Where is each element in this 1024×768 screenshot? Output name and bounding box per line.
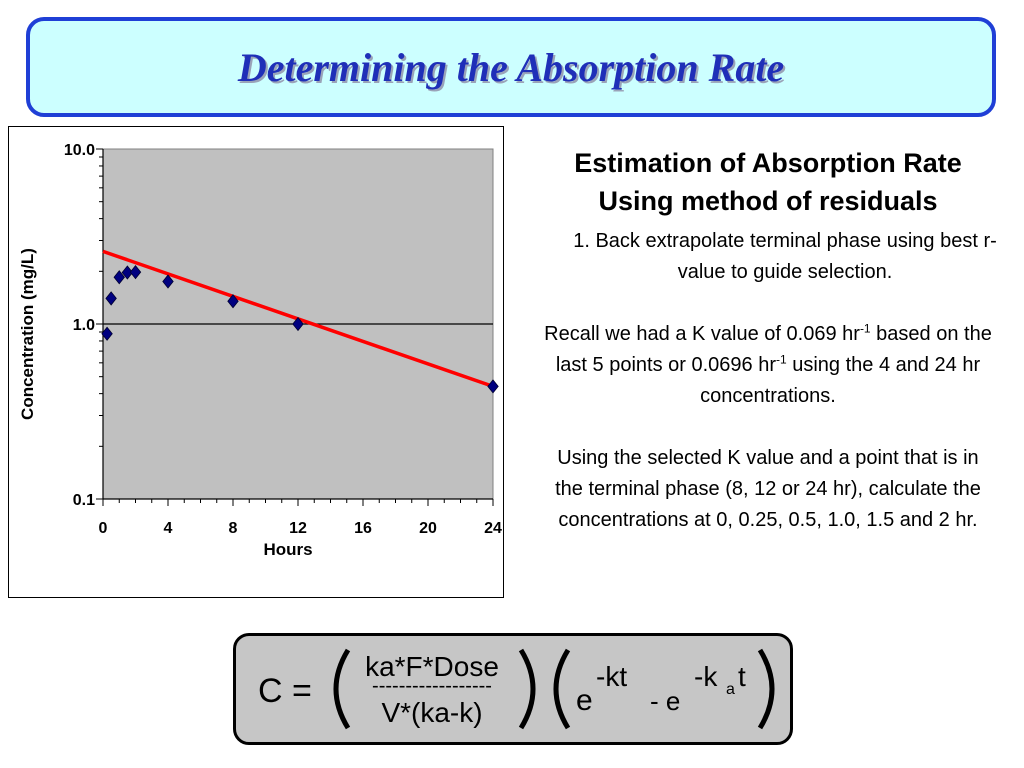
explanation-heading: Estimation of Absorption Rate Using meth… [574,148,962,216]
data-point [227,294,239,309]
recall-part-a: Recall we had a K value of 0.069 hr [544,323,860,345]
data-point [292,316,304,332]
x-tick-label: 4 [164,520,173,537]
using-content: Using the selected K value and a point t… [555,447,981,531]
data-point [129,264,142,280]
step-1-content: 1. Back extrapolate terminal phase using… [573,230,997,283]
x-tick-label: 16 [354,520,372,537]
formula-exp1: -kt [596,661,627,692]
formula-exp2-k: -k [694,661,718,692]
x-tick-label: 24 [484,520,502,537]
explanation-panel: Estimation of Absorption Rate Using meth… [528,144,1008,536]
formula-e1: e [576,684,593,717]
concentration-chart: 10.0 1.0 0.10 4 8 12 16 20 24 Hours Concentration … [18,142,502,559]
recall-part-c: using the 4 and 24 hr concentrations. [700,354,981,407]
right-paren-2 [757,648,775,730]
formula-denominator: V*(ka-k) [381,697,482,728]
recall-part-b: based on the last 5 points or 0.0696 hr [555,323,992,376]
slide-title: Determining the Absorption Rate [237,44,785,90]
formula-exp2-t: t [738,661,746,692]
x-axis-label: Hours [263,540,312,559]
x-tick-label: 0 [99,520,108,537]
data-point [162,274,174,289]
recall-text: Recall we had a K value of 0.069 hr-1 ba… [528,319,1008,412]
formula-exp2-sub: a [726,681,735,698]
chart-frame: 10.0 1.0 0.1 0 4 8 12 16 20 24 Hours Concentration … [8,126,504,598]
using-text: Using the selected K value and a point t… [528,443,1008,536]
formula-minus-e: - e [650,686,680,716]
data-point [101,326,113,341]
data-point [105,291,117,306]
left-paren-2 [553,648,571,730]
y-tick-label: 10.0 [64,142,95,159]
formula-lhs: C = [258,672,312,710]
step-1-text: 1. Back extrapolate terminal phase using… [528,226,1008,288]
data-point [487,379,499,394]
y-tick-label: 1.0 [73,317,95,334]
x-tick-label: 20 [419,520,437,537]
recall-sup-1: -1 [859,321,871,336]
data-point [113,270,125,285]
formula-dashes: ------------------ [372,675,492,697]
formula-box: C = ka*F*Dose ------------------ V*(ka-k… [233,633,793,745]
x-tick-label: 12 [289,520,307,537]
left-paren-1 [333,648,351,730]
y-tick-label: 0.1 [73,492,95,509]
formula-numerator: ka*F*Dose [365,651,499,682]
concentration-formula: C = ka*F*Dose ------------------ V*(ka-k… [258,648,775,730]
y-axis-label: Concentration (mg/L) [18,248,37,420]
recall-sup-2: -1 [775,352,787,367]
data-point [121,265,134,280]
right-paren-1 [518,648,536,730]
title-banner: Determining the Absorption Rate [26,17,996,117]
x-tick-label: 8 [229,520,238,537]
